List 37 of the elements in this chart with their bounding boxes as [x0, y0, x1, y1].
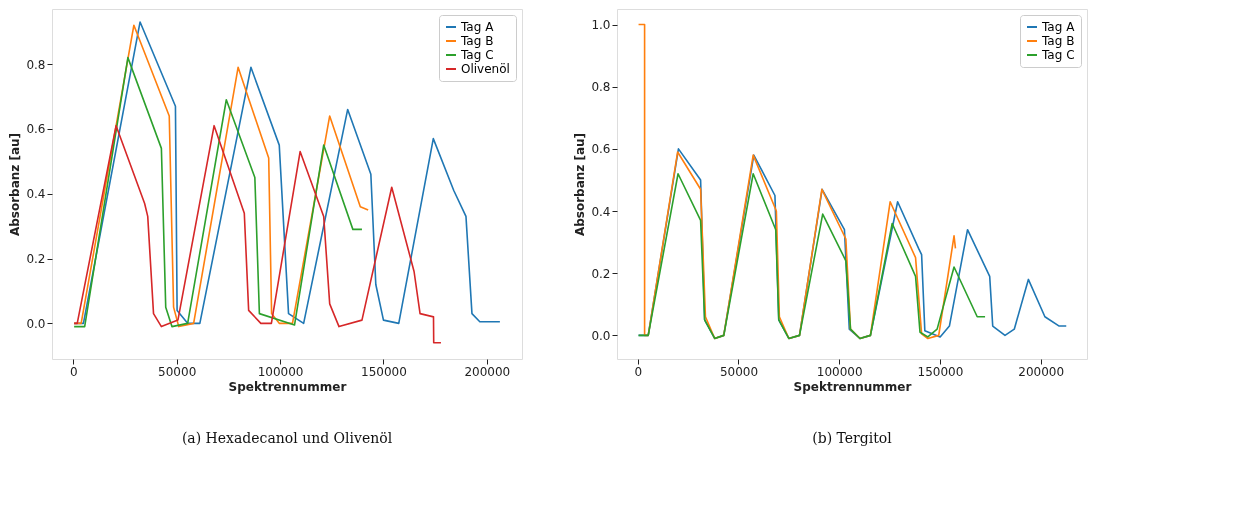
y-tick-label: 0.2	[26, 252, 46, 267]
x-tick-label: 0	[69, 364, 78, 379]
y-tick-label: 1.0	[591, 18, 611, 33]
x-axis-title: Spektrennummer	[793, 379, 912, 394]
x-tick-label: 150000	[361, 364, 407, 379]
y-tick-label: 0.8	[591, 80, 611, 95]
text: (b) Tergitol	[812, 430, 893, 446]
x-tick-label: 50000	[719, 364, 759, 379]
x-tick-label: 50000	[158, 364, 197, 379]
y-tick-label: 0.2	[591, 266, 611, 281]
legend-label: Tag B	[1041, 34, 1075, 48]
line-series	[73, 124, 442, 344]
y-tick-label: 0.0	[26, 316, 46, 331]
x-tick-label: 0	[634, 364, 643, 379]
text: (a) Hexadecanol und Olivenöl	[181, 430, 393, 446]
x-tick-label: 100000	[257, 364, 304, 379]
x-tick-label: 150000	[917, 364, 964, 379]
x-tick-label: 200000	[1018, 364, 1065, 379]
y-tick-label: 0.4	[26, 187, 46, 202]
legend-label: Tag C	[1041, 48, 1075, 62]
legend-label: Tag A	[460, 20, 495, 34]
legend-label: Olivenöl	[461, 62, 510, 76]
legend-label: Tag A	[1041, 20, 1076, 34]
y-tick-label: 0.4	[591, 204, 611, 219]
y-tick-label: 0.8	[26, 57, 46, 72]
line-series	[637, 23, 957, 340]
y-axis-title: Absorbanz [au]	[573, 132, 588, 237]
y-tick-label: 0.6	[591, 142, 611, 157]
legend-label: Tag C	[460, 48, 494, 62]
y-axis-title: Absorbanz [au]	[8, 132, 23, 237]
line-series	[637, 172, 986, 340]
x-tick-label: 100000	[816, 364, 863, 379]
y-tick-label: 0.0	[591, 328, 611, 343]
y-tick-label: 0.6	[26, 122, 46, 137]
legend-label: Tag B	[460, 34, 494, 48]
x-tick-label: 200000	[464, 364, 511, 379]
x-axis-title: Spektrennummer	[228, 379, 347, 394]
